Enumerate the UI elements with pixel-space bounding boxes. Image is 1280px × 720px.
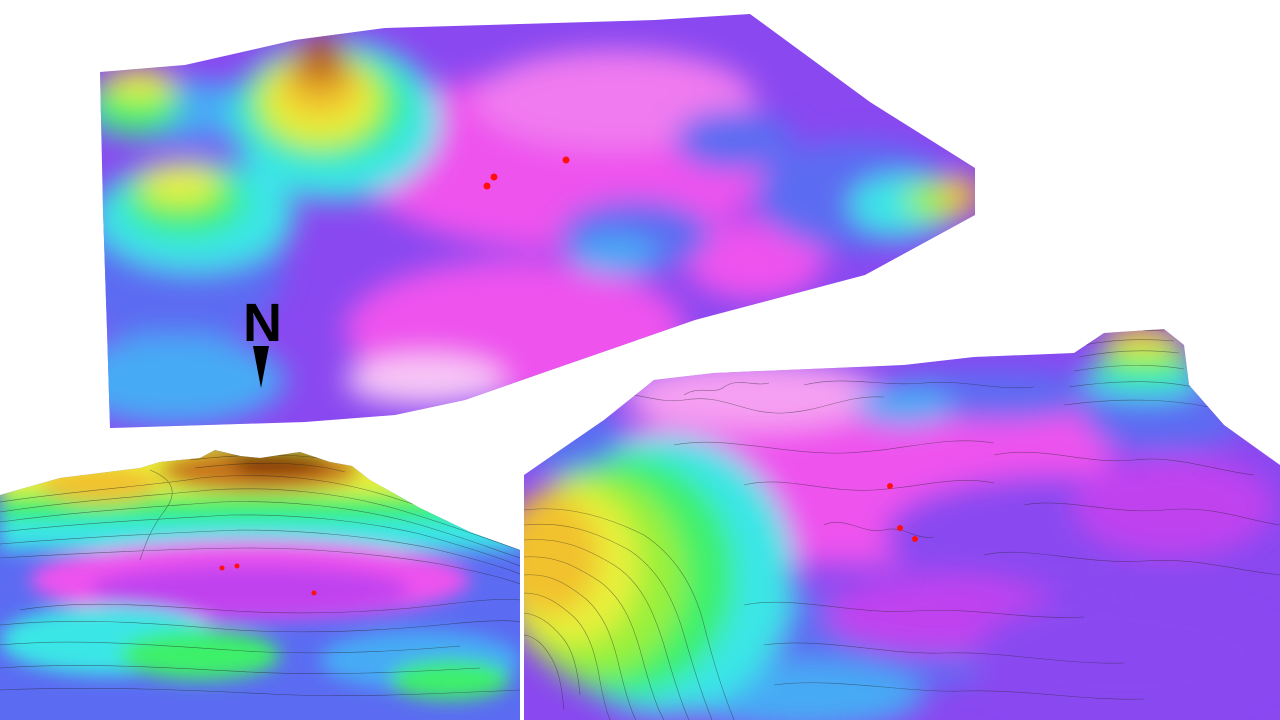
overview-terrain-panel (95, 10, 985, 435)
survey-marker (887, 483, 893, 489)
low-angle-terrain-panel (0, 440, 520, 720)
survey-marker (219, 565, 225, 571)
survey-marker (234, 563, 240, 569)
close-terrain-panel (524, 325, 1280, 720)
survey-marker (311, 590, 317, 596)
north-label: N (243, 293, 282, 353)
north-arrow-icon (253, 346, 269, 388)
survey-marker (562, 156, 570, 164)
survey-marker (483, 182, 491, 190)
survey-marker (912, 536, 918, 542)
survey-marker (490, 173, 498, 181)
survey-marker (897, 525, 903, 531)
